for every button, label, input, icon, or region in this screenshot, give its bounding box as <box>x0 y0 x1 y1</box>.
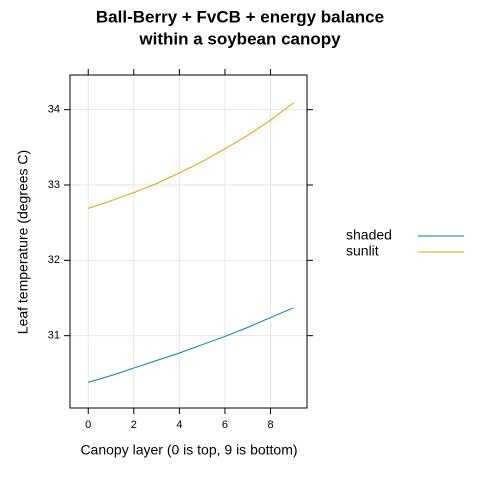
legend-label: shaded <box>346 227 392 243</box>
y-tick-label: 31 <box>48 330 60 342</box>
x-tick-label: 2 <box>131 419 137 431</box>
y-tick-label: 32 <box>48 254 60 266</box>
legend-label: sunlit <box>346 243 379 259</box>
x-tick-label: 8 <box>267 419 273 431</box>
x-tick-label: 4 <box>176 419 182 431</box>
chart-title: Ball-Berry + FvCB + energy balance <box>96 7 384 26</box>
x-tick-label: 0 <box>85 419 91 431</box>
y-tick-label: 34 <box>48 104 60 116</box>
series-line <box>88 102 294 209</box>
chart-subtitle: within a soybean canopy <box>138 29 341 48</box>
plot-frame <box>69 74 308 409</box>
x-axis-label: Canopy layer (0 is top, 9 is bottom) <box>80 442 297 458</box>
y-tick-label: 33 <box>48 179 60 191</box>
y-axis-label: Leaf temperature (degrees C) <box>15 150 31 334</box>
series-line <box>88 307 294 383</box>
x-tick-label: 6 <box>222 419 228 431</box>
